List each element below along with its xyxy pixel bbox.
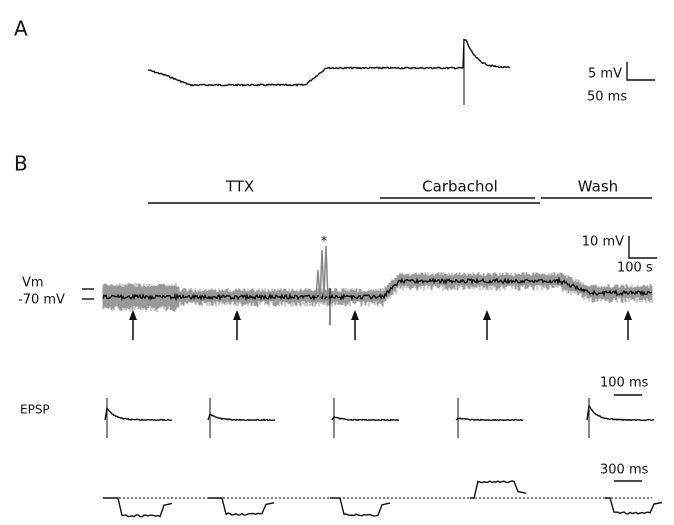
epsp-trace <box>455 417 524 422</box>
step-trace <box>208 497 275 516</box>
noise <box>102 272 653 312</box>
epsp-label: EPSP <box>20 403 50 417</box>
scale-label: 5 mV <box>588 67 622 82</box>
condition-label: Carbachol <box>422 178 498 196</box>
arrow-head <box>233 310 241 320</box>
epsp-trace <box>586 403 655 422</box>
panel-label: B <box>14 152 28 176</box>
vm-label: Vm <box>22 276 44 291</box>
panel-label: A <box>14 17 28 41</box>
trace <box>102 276 653 302</box>
epsp-trace <box>207 413 276 422</box>
arrow-head <box>624 310 632 320</box>
scale-label: 100 ms <box>600 376 649 391</box>
vm-value: -70 mV <box>18 293 65 308</box>
step-trace <box>103 497 173 518</box>
arrow-head <box>483 310 491 320</box>
scale-label: 50 ms <box>587 90 627 105</box>
step-trace <box>330 497 391 517</box>
epsp-trace <box>104 406 173 422</box>
arrow-head <box>129 310 137 320</box>
step-trace <box>470 480 527 499</box>
step-trace <box>605 497 663 515</box>
trace <box>147 38 511 87</box>
condition-label: TTX <box>225 178 254 196</box>
arrow-head <box>351 310 359 320</box>
spike-marker: * <box>321 235 328 250</box>
scale-label: 300 ms <box>600 463 649 478</box>
scale-label: 10 mV <box>582 235 624 250</box>
spike <box>315 245 329 301</box>
condition-label: Wash <box>578 178 618 196</box>
scale-bar <box>626 62 655 81</box>
epsp-trace <box>331 415 400 422</box>
scale-bar <box>628 236 657 259</box>
scale-label: 100 s <box>617 261 653 276</box>
